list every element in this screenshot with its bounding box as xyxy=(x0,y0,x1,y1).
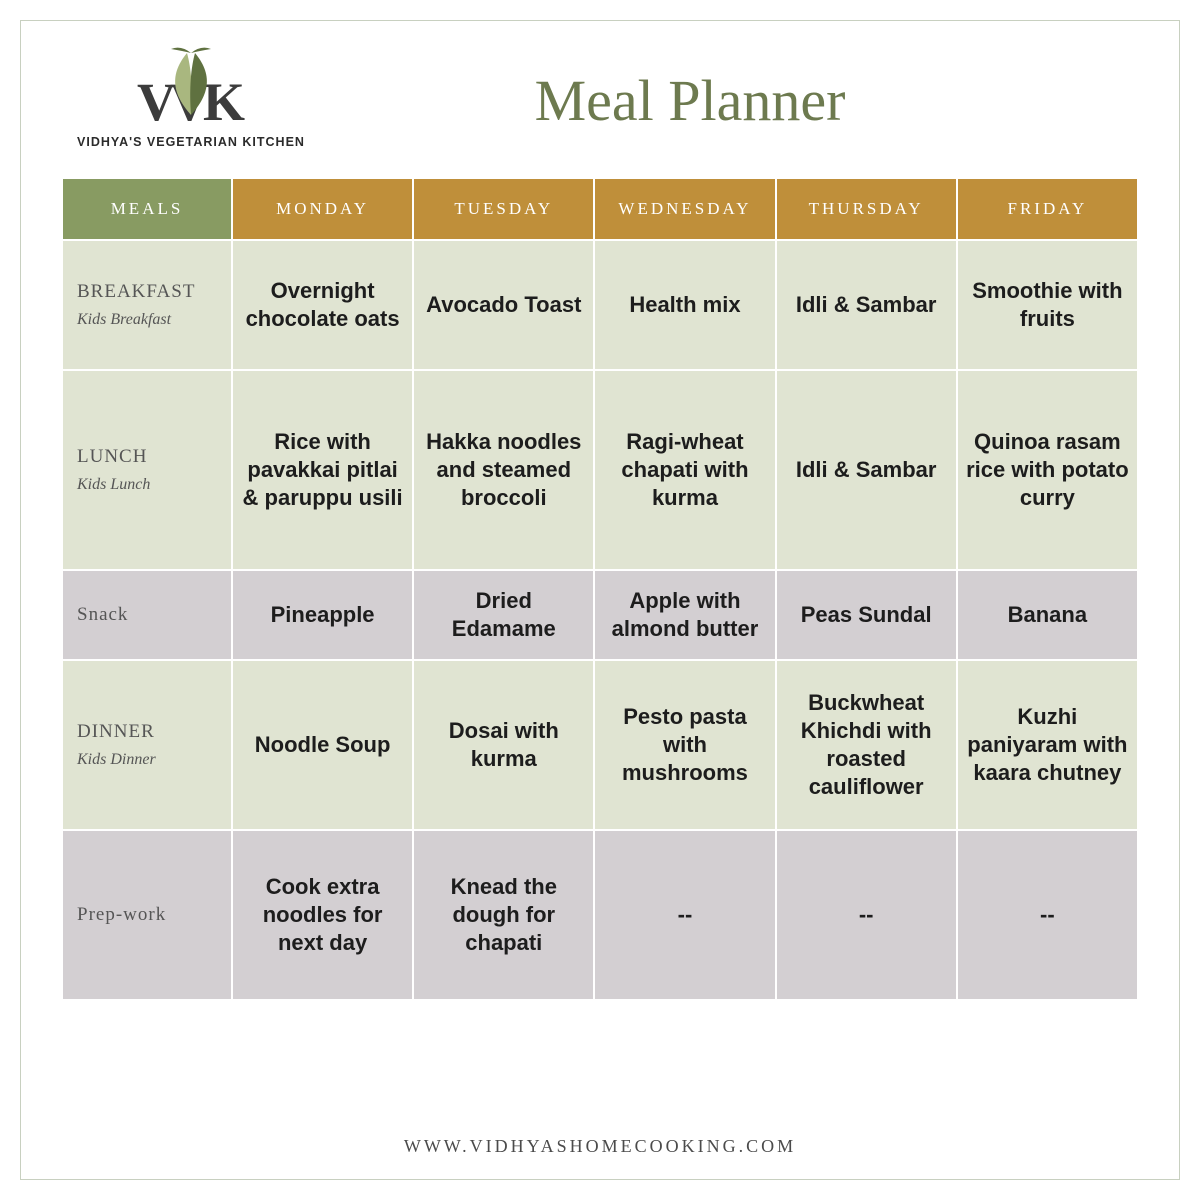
row-label-main: DINNER xyxy=(77,721,155,742)
page-title: Meal Planner xyxy=(321,67,1139,134)
col-header-friday: FRIDAY xyxy=(957,178,1138,240)
row-label: DINNER Kids Dinner xyxy=(62,660,232,830)
meal-cell: Rice with pavakkai pitlai & paruppu usil… xyxy=(232,370,413,570)
table-row: Prep-work Cook extra noodles for next day… xyxy=(62,830,1138,1000)
row-label-sub: Kids Breakfast xyxy=(77,311,223,329)
col-header-monday: MONDAY xyxy=(232,178,413,240)
row-label-main: Prep-work xyxy=(77,904,166,925)
row-label-main: LUNCH xyxy=(77,446,147,467)
logo-letter-v2: V xyxy=(170,75,203,129)
meal-cell: Knead the dough for chapati xyxy=(413,830,594,1000)
table-row: Snack PineappleDried EdamameApple with al… xyxy=(62,570,1138,660)
col-header-tuesday: TUESDAY xyxy=(413,178,594,240)
meal-cell: Apple with almond butter xyxy=(594,570,775,660)
row-label: LUNCH Kids Lunch xyxy=(62,370,232,570)
meal-planner-table: MEALS MONDAY TUESDAY WEDNESDAY THURSDAY … xyxy=(61,177,1139,1001)
meal-cell: -- xyxy=(957,830,1138,1000)
col-header-wednesday: WEDNESDAY xyxy=(594,178,775,240)
meal-cell: Overnight chocolate oats xyxy=(232,240,413,370)
brand-tagline: VIDHYA'S VEGETARIAN KITCHEN xyxy=(61,135,321,149)
row-label: BREAKFAST Kids Breakfast xyxy=(62,240,232,370)
footer-url: WWW.VIDHYASHOMECOOKING.COM xyxy=(21,1136,1179,1157)
row-label: Prep-work xyxy=(62,830,232,1000)
brand-logo: V V K VIDHYA'S VEGETARIAN KITCHEN xyxy=(61,51,321,149)
meal-cell: Quinoa rasam rice with potato curry xyxy=(957,370,1138,570)
meal-cell: Smoothie with fruits xyxy=(957,240,1138,370)
meal-cell: -- xyxy=(776,830,957,1000)
meal-cell: Avocado Toast xyxy=(413,240,594,370)
col-header-thursday: THURSDAY xyxy=(776,178,957,240)
table-row: BREAKFAST Kids Breakfast Overnight chocola… xyxy=(62,240,1138,370)
meal-cell: Idli & Sambar xyxy=(776,240,957,370)
logo-letter-k: K xyxy=(203,75,245,129)
meal-cell: Idli & Sambar xyxy=(776,370,957,570)
meal-cell: Cook extra noodles for next day xyxy=(232,830,413,1000)
row-label-sub: Kids Dinner xyxy=(77,751,223,769)
meal-cell: Pineapple xyxy=(232,570,413,660)
col-header-meals: MEALS xyxy=(62,178,232,240)
meal-cell: Peas Sundal xyxy=(776,570,957,660)
logo-letter-v1: V xyxy=(137,75,170,129)
meal-cell: -- xyxy=(594,830,775,1000)
row-label-main: Snack xyxy=(77,604,128,625)
meal-cell: Ragi-wheat chapati with kurma xyxy=(594,370,775,570)
header: V V K VIDHYA'S VEGETARIAN KITCHEN Meal P… xyxy=(61,51,1139,149)
logo-letters: V V K xyxy=(61,51,321,129)
meal-cell: Pesto pasta with mushrooms xyxy=(594,660,775,830)
row-label: Snack xyxy=(62,570,232,660)
table-row: LUNCH Kids Lunch Rice with pavakkai pitlai… xyxy=(62,370,1138,570)
meal-cell: Dosai with kurma xyxy=(413,660,594,830)
meal-cell: Hakka noodles and steamed broccoli xyxy=(413,370,594,570)
meal-cell: Kuzhi paniyaram with kaara chutney xyxy=(957,660,1138,830)
row-label-main: BREAKFAST xyxy=(77,281,195,302)
row-label-sub: Kids Lunch xyxy=(77,476,223,494)
meal-cell: Buckwheat Khichdi with roasted cauliflow… xyxy=(776,660,957,830)
meal-cell: Noodle Soup xyxy=(232,660,413,830)
table-header-row: MEALS MONDAY TUESDAY WEDNESDAY THURSDAY … xyxy=(62,178,1138,240)
meal-cell: Banana xyxy=(957,570,1138,660)
planner-frame: V V K VIDHYA'S VEGETARIAN KITCHEN Meal P… xyxy=(20,20,1180,1180)
meal-cell: Dried Edamame xyxy=(413,570,594,660)
table-row: DINNER Kids Dinner Noodle SoupDosai with k… xyxy=(62,660,1138,830)
meal-cell: Health mix xyxy=(594,240,775,370)
